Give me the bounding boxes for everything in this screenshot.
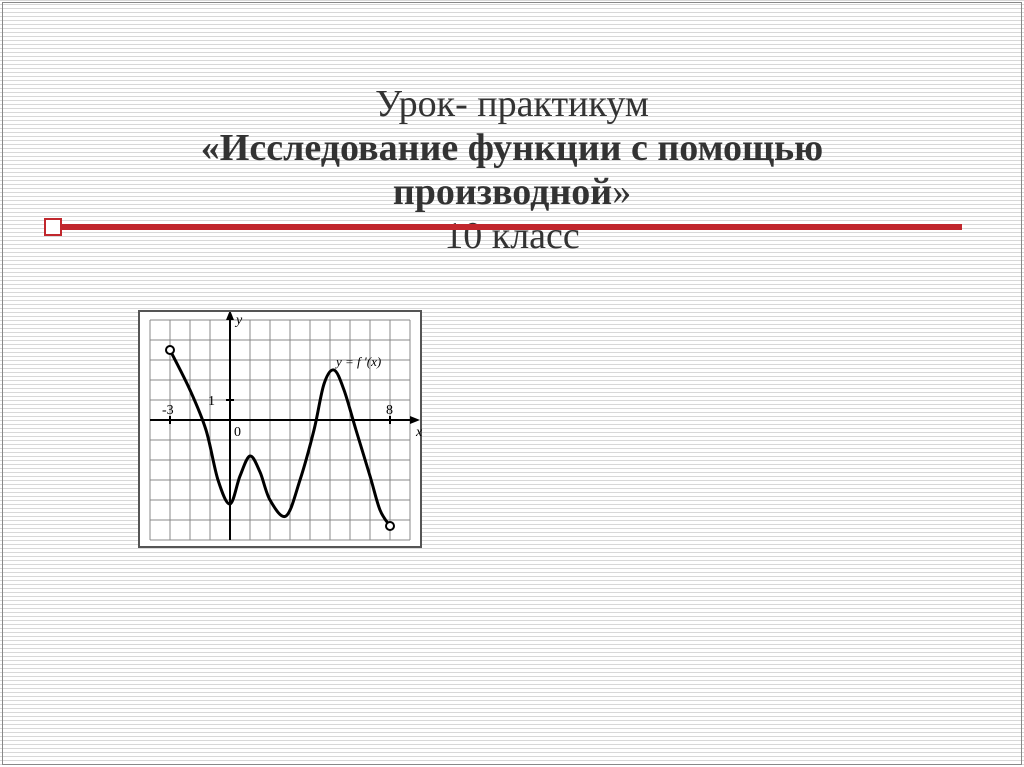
title-bullet-square-icon	[44, 218, 62, 236]
derivative-graph: y x 0 1 -3 8 y = f ′(x)	[138, 310, 422, 548]
heading-line-3: производной»	[60, 170, 964, 214]
graph-svg: y x 0 1 -3 8 y = f ′(x)	[140, 312, 424, 550]
slide-heading: Урок- практикум «Исследование функции с …	[60, 82, 964, 258]
svg-text:-3: -3	[162, 403, 174, 418]
svg-text:x: x	[415, 425, 423, 440]
title-underline-rule	[62, 224, 962, 230]
heading-line-3-main: производной	[393, 171, 612, 213]
svg-text:1: 1	[208, 394, 215, 409]
slide: Урок- практикум «Исследование функции с …	[0, 0, 1024, 767]
svg-text:y: y	[234, 313, 243, 328]
heading-line-2: «Исследование функции с помощью	[60, 126, 964, 170]
heading-line-3-quote: »	[612, 171, 631, 213]
svg-text:y = f ′(x): y = f ′(x)	[334, 354, 381, 369]
svg-text:8: 8	[386, 403, 393, 418]
heading-line-1: Урок- практикум	[60, 82, 964, 126]
heading-line-4: 10 класс	[60, 214, 964, 258]
svg-text:0: 0	[234, 425, 241, 440]
